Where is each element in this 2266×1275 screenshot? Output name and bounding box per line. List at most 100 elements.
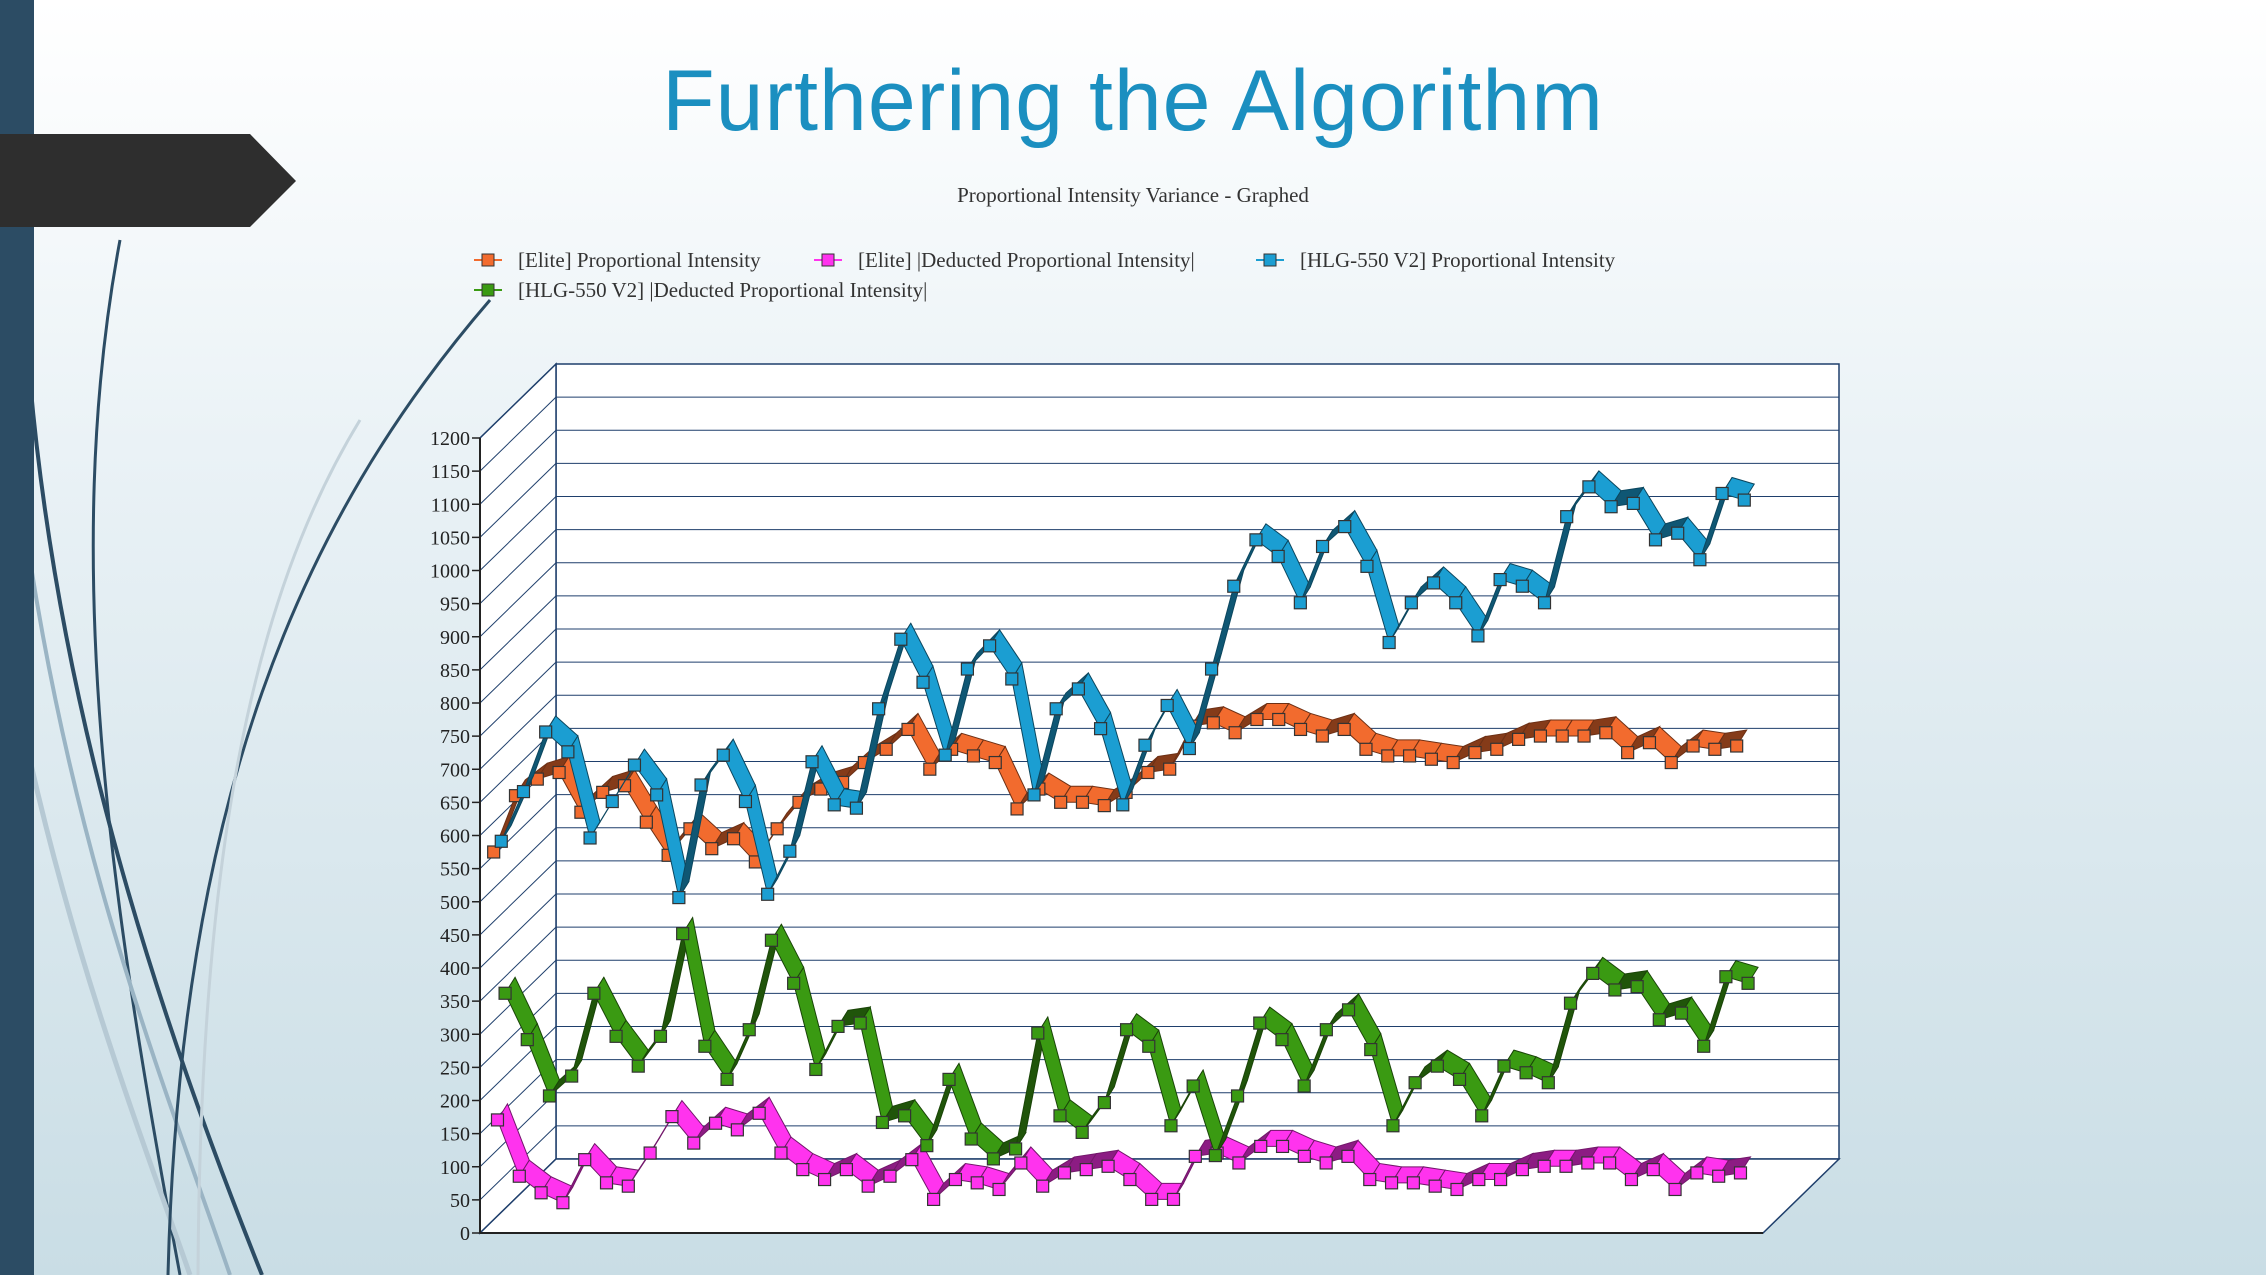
data-point (1054, 795, 1068, 809)
data-point (1515, 579, 1529, 593)
data-point (992, 1182, 1006, 1197)
data-point (1093, 722, 1108, 736)
data-point (516, 784, 531, 799)
y-tick-label: 100 (440, 1157, 470, 1179)
data-point (1163, 762, 1177, 776)
data-point (1604, 500, 1618, 514)
data-point (1008, 1142, 1023, 1156)
data-point (631, 1059, 645, 1073)
data-point (938, 748, 952, 762)
data-point (676, 927, 690, 941)
data-point (621, 1179, 635, 1193)
data-point (1027, 788, 1041, 802)
decorative-curve (27, 759, 193, 1275)
data-point (916, 675, 930, 689)
data-point (1057, 1166, 1072, 1180)
data-point (1338, 519, 1352, 534)
data-point (1577, 729, 1591, 743)
gridline-side (479, 893, 557, 969)
data-point (1079, 1163, 1093, 1177)
data-point (983, 639, 997, 653)
data-point (605, 794, 619, 809)
y-tick-label: 1000 (430, 561, 470, 583)
data-point (643, 1146, 657, 1160)
data-point (805, 755, 819, 769)
data-point (1253, 1016, 1267, 1030)
data-point (1408, 1076, 1422, 1090)
y-tick-label: 550 (440, 859, 470, 881)
data-point (1384, 1176, 1399, 1190)
data-point (1621, 746, 1635, 760)
data-point (1228, 726, 1242, 740)
data-point (839, 1163, 853, 1177)
data-point (1275, 1139, 1290, 1154)
data-point (1471, 629, 1485, 643)
gridline-side (479, 463, 557, 538)
data-point (1053, 1109, 1067, 1123)
data-point (1382, 635, 1396, 650)
data-point (787, 976, 801, 990)
data-point (665, 1110, 679, 1124)
legend-marker (481, 283, 495, 297)
data-point (1359, 742, 1373, 756)
data-point (1712, 1169, 1726, 1183)
gridline-side (479, 860, 557, 936)
data-point (694, 778, 708, 792)
data-point (556, 1196, 570, 1210)
y-tick-label: 600 (440, 826, 470, 848)
legend-label: [Elite] Proportional Intensity (518, 248, 761, 272)
data-point (1446, 755, 1460, 770)
y-tick-label: 150 (440, 1124, 470, 1146)
y-tick-label: 400 (440, 958, 470, 980)
legend-marker (821, 253, 835, 267)
data-point (1386, 1119, 1400, 1133)
legend-label: [Elite] |Deducted Proportional Intensity… (858, 248, 1195, 272)
y-tick-label: 1100 (431, 494, 470, 516)
data-point (827, 798, 841, 812)
data-point (875, 1115, 890, 1130)
gridline-side (479, 496, 557, 571)
data-point (1450, 1182, 1464, 1197)
data-point (490, 1113, 505, 1127)
data-point (539, 725, 553, 739)
data-point (1697, 1039, 1711, 1053)
data-point (1160, 698, 1174, 713)
data-point (653, 1029, 668, 1043)
data-point (1232, 1156, 1246, 1170)
data-point (708, 1116, 723, 1130)
data-point (861, 1179, 875, 1193)
gridline-side (479, 429, 557, 505)
data-point (1494, 1172, 1508, 1187)
decorative-curve (28, 379, 264, 1275)
data-point (1674, 1006, 1689, 1020)
data-point (1555, 729, 1569, 743)
decorative-curve (28, 559, 232, 1275)
data-point (894, 632, 908, 646)
data-point (1036, 1179, 1050, 1193)
series-2 (494, 470, 1756, 905)
data-point (1690, 1166, 1704, 1180)
data-point (1250, 712, 1264, 727)
y-tick-label: 700 (440, 759, 470, 781)
y-tick-label: 200 (440, 1091, 470, 1113)
data-point (1049, 702, 1063, 716)
data-point (1166, 1192, 1181, 1207)
data-point (1449, 596, 1463, 610)
data-point (1708, 742, 1722, 756)
y-tick-label: 0 (460, 1223, 470, 1245)
data-point (1648, 533, 1663, 547)
y-tick-label: 1200 (430, 428, 470, 450)
plot-area: 0 50 100 150 200 250 300 350 400 450 500 550 600 650 7… (430, 362, 1841, 1245)
data-point (1428, 1179, 1442, 1193)
data-point (1493, 572, 1507, 587)
gridline-side (479, 595, 557, 671)
data-point (609, 1029, 623, 1043)
data-point (726, 832, 741, 846)
data-point (1141, 765, 1155, 780)
data-point (1563, 996, 1578, 1010)
data-point (1101, 1159, 1115, 1173)
data-point (1741, 976, 1755, 990)
data-point (1208, 1148, 1222, 1163)
data-point (853, 1016, 867, 1030)
series-1 (490, 1096, 1752, 1210)
